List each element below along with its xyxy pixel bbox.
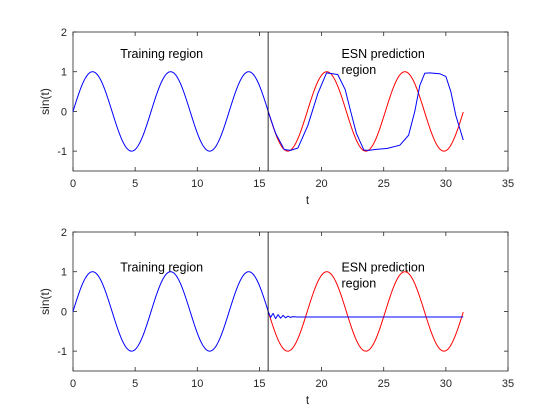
y-axis-label: sin(t) [38, 88, 52, 115]
x-tick-label: 20 [315, 378, 327, 390]
y-tick-label: 0 [61, 106, 67, 118]
x-axis-label: t [306, 393, 310, 407]
chart-1: 0 5 10 15 20 25 30 35 -1 0 1 2 t sin(t) Training regio… [38, 27, 514, 207]
annotation-line: Training region [120, 261, 203, 275]
x-tick-label: 25 [378, 378, 390, 390]
y-tick-label: 1 [61, 267, 67, 279]
x-tick-label: 15 [253, 378, 265, 390]
x-tick-label: 10 [191, 378, 203, 390]
annotation-line: Training region [120, 47, 203, 61]
x-tick-label: 30 [440, 178, 452, 190]
y-tick-label: 2 [61, 227, 67, 239]
x-tick-label: 35 [502, 378, 514, 390]
x-tick-label: 20 [315, 178, 327, 190]
y-axis-label: sin(t) [38, 288, 52, 315]
y-tick-label: 2 [61, 27, 67, 39]
x-tick-label: 5 [132, 378, 138, 390]
x-tick-label: 25 [378, 178, 390, 190]
annotation-line: ESN prediction [341, 261, 424, 275]
y-tick-label: -1 [57, 146, 67, 158]
x-tick-label: 5 [132, 178, 138, 190]
x-tick-label: 15 [253, 178, 265, 190]
x-tick-label: 30 [440, 378, 452, 390]
y-tick-label: -1 [57, 346, 67, 358]
x-tick-label: 0 [70, 378, 76, 390]
y-tick-label: 1 [61, 67, 67, 79]
annotation-line: ESN prediction [341, 47, 424, 61]
y-tick-label: 0 [61, 306, 67, 318]
annotation-1: Training region [120, 261, 203, 275]
x-tick-label: 0 [70, 178, 76, 190]
annotation-line: region [341, 63, 376, 77]
x-tick-label: 10 [191, 178, 203, 190]
annotation-1: Training region [120, 47, 203, 61]
x-tick-label: 35 [502, 178, 514, 190]
annotation-line: region [341, 277, 376, 291]
x-axis-label: t [306, 193, 310, 207]
chart-2: 0 5 10 15 20 25 30 35 -1 0 1 2 t sin(t) Training regio… [38, 227, 514, 407]
